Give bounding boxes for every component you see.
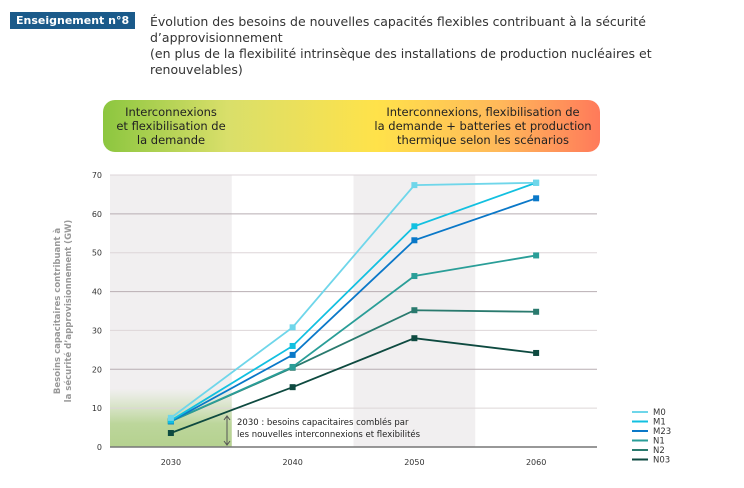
data-point-M1 xyxy=(289,342,296,349)
title-line-1: Évolution des besoins de nouvelles capac… xyxy=(150,14,646,45)
series-line-N1 xyxy=(170,254,537,423)
data-point-M23 xyxy=(533,195,540,202)
data-point-N1 xyxy=(533,252,540,259)
data-point-M0 xyxy=(533,179,540,186)
legend-label: N1 xyxy=(653,437,665,447)
banner-left: Interconnexions et flexibilisation de la d… xyxy=(111,105,231,147)
banner-right: Interconnexions, flexibilisation de la de… xyxy=(373,105,593,147)
title-line-2: (en plus de la flexibilité intrinsèque d… xyxy=(150,46,652,77)
series-line-N03 xyxy=(170,337,537,434)
series-line-M23 xyxy=(170,197,537,423)
data-point-N2 xyxy=(533,308,540,315)
phase-banner: Interconnexions et flexibilisation de la d… xyxy=(103,100,600,152)
y-tick-label: 30 xyxy=(92,326,102,335)
data-point-M0 xyxy=(411,182,418,189)
banner-left-line: la demande xyxy=(136,133,206,147)
legend-label: N03 xyxy=(653,456,670,466)
data-point-N1 xyxy=(411,273,418,280)
data-point-N2 xyxy=(411,307,418,314)
x-tick-label: 2030 xyxy=(161,458,181,467)
banner-left-line: et flexibilisation de xyxy=(116,119,226,133)
series-line-M0 xyxy=(170,181,537,419)
banner-left-line: Interconnexions xyxy=(125,105,217,119)
annotation-text: les nouvelles interconnexions et flexibi… xyxy=(237,429,421,440)
y-tick-label: 40 xyxy=(92,288,102,297)
lesson-badge: Enseignement n°8 xyxy=(10,12,136,29)
data-point-M23 xyxy=(411,237,418,244)
legend-label: M0 xyxy=(653,408,666,418)
arrow-heads xyxy=(223,415,231,446)
banner-right-line: Interconnexions, flexibilisation de xyxy=(386,105,580,119)
y-tick-label: 10 xyxy=(92,404,102,413)
data-point-M23 xyxy=(289,351,296,358)
chart-title: Évolution des besoins de nouvelles capac… xyxy=(150,14,744,78)
data-point-N03 xyxy=(289,384,296,391)
annotation-text: 2030 : besoins capacitaires comblés par xyxy=(237,417,409,428)
data-point-M0 xyxy=(167,414,174,421)
x-tick-label: 2050 xyxy=(404,458,424,467)
data-point-M1 xyxy=(411,223,418,230)
legend-label: M1 xyxy=(653,418,666,428)
legend-label: M23 xyxy=(653,427,671,437)
y-tick-label: 0 xyxy=(97,443,102,452)
series-line-M1 xyxy=(170,181,537,422)
y-tick-label: 60 xyxy=(92,210,102,219)
banner-right-line: la demande + batteries et production xyxy=(374,119,592,133)
y-tick-label: 50 xyxy=(92,249,102,258)
x-tick-label: 2060 xyxy=(526,458,546,467)
y-tick-label: 20 xyxy=(92,365,102,374)
data-point-M0 xyxy=(289,324,296,331)
y-axis-label: Besoins capacitaires contribuant àla séc… xyxy=(53,220,74,403)
legend-label: N2 xyxy=(653,446,665,456)
data-point-N03 xyxy=(533,349,540,356)
data-point-N03 xyxy=(167,430,174,437)
data-point-N1 xyxy=(289,363,296,370)
banner-right-line: thermique selon les scénarios xyxy=(397,133,569,147)
data-point-N03 xyxy=(411,335,418,342)
x-tick-label: 2040 xyxy=(282,458,302,467)
y-tick-label: 70 xyxy=(92,171,102,180)
